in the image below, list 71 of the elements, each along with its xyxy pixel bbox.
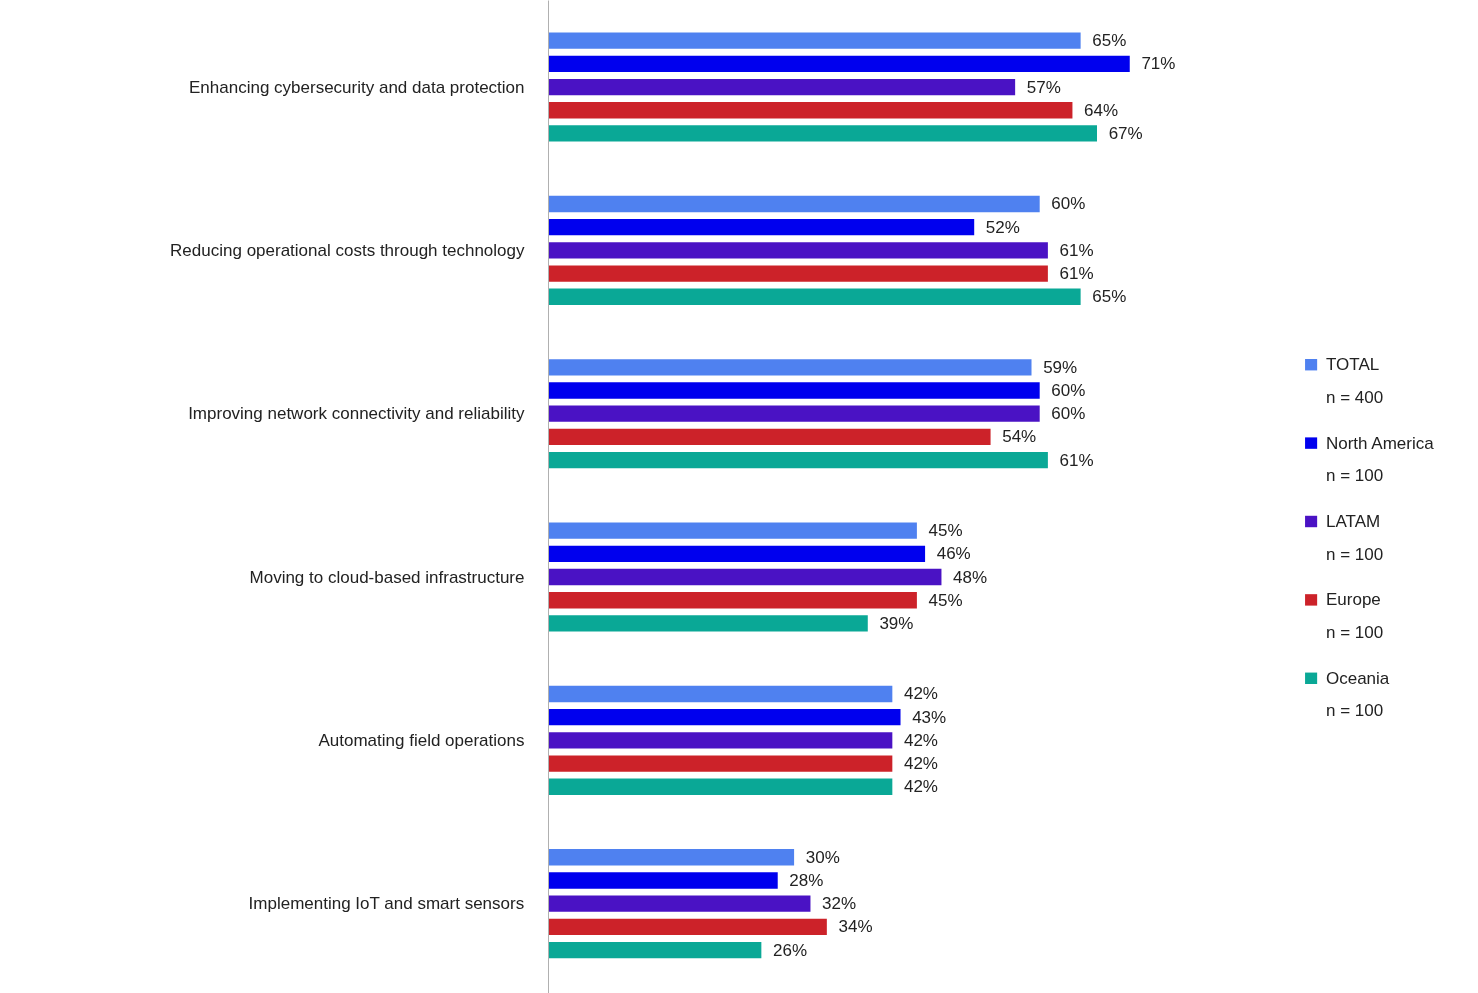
data-label: 61% [1059, 264, 1094, 284]
legend-label: Oceania n = 100 [1325, 668, 1390, 721]
data-label: 34% [838, 917, 873, 937]
data-label: 30% [805, 847, 840, 867]
data-label: 54% [1002, 427, 1037, 447]
data-label: 57% [1026, 77, 1061, 97]
data-label: 42% [903, 777, 938, 797]
data-label: 32% [822, 894, 857, 914]
data-label: 42% [903, 730, 938, 750]
bar [548, 592, 917, 609]
data-label: 61% [1059, 240, 1094, 260]
bar [548, 78, 1016, 96]
data-label: 43% [912, 707, 947, 727]
bar [548, 195, 1040, 213]
data-label: 26% [772, 940, 808, 960]
data-label: 42% [903, 684, 938, 704]
bar [548, 451, 1048, 469]
bar [548, 849, 795, 866]
bar [548, 219, 975, 236]
legend-label: TOTAL n = 400 [1325, 355, 1384, 407]
bar [548, 405, 1040, 422]
data-label: 61% [1059, 450, 1094, 470]
bar [548, 102, 1073, 119]
legend-label: Europe n = 100 [1325, 590, 1384, 643]
data-label: 39% [879, 613, 914, 633]
bar [548, 895, 811, 912]
legend-label: North America n = 100 [1325, 433, 1435, 486]
y-tick-label: Implementing IoT and smart sensors [248, 894, 525, 914]
bar [548, 685, 893, 703]
bar [548, 242, 1048, 259]
bar [548, 125, 1097, 142]
bar [548, 265, 1048, 282]
data-label: 42% [903, 754, 938, 774]
data-label: 45% [928, 521, 963, 541]
bar [548, 615, 868, 632]
y-tick-label: Improving network connectivity and reliability [188, 404, 525, 424]
data-label: 52% [985, 217, 1020, 237]
y-tick-label: Moving to cloud-based infrastructure [249, 567, 525, 587]
legend-label: LATAM n = 100 [1325, 512, 1384, 564]
data-label: 46% [936, 544, 971, 564]
bar [548, 288, 1081, 305]
bar [548, 708, 901, 726]
data-label: 45% [928, 590, 963, 610]
data-label: 64% [1084, 100, 1119, 120]
bar [548, 522, 917, 539]
data-label: 60% [1051, 404, 1086, 424]
bar [548, 428, 991, 446]
data-label: 65% [1092, 31, 1127, 51]
bar [548, 755, 893, 772]
bar [548, 778, 893, 795]
bar [548, 918, 827, 936]
bar [548, 55, 1130, 73]
data-label: 60% [1051, 381, 1086, 401]
bar [548, 382, 1040, 399]
bar [548, 872, 778, 889]
bar [548, 568, 942, 586]
bar [548, 545, 926, 562]
data-label: 65% [1092, 287, 1127, 307]
data-label: 60% [1051, 194, 1086, 214]
data-label: 71% [1141, 54, 1176, 74]
data-label: 67% [1108, 123, 1143, 143]
data-label: 28% [789, 870, 824, 890]
data-label: 48% [953, 567, 988, 587]
bar [548, 941, 762, 959]
y-tick-label: Automating field operations [318, 730, 525, 750]
y-tick-label: Enhancing cybersecurity and data protection [189, 77, 525, 97]
bar [548, 32, 1081, 49]
data-label: 59% [1043, 357, 1078, 377]
bar [548, 359, 1032, 376]
y-tick-label: Reducing operational costs through technology [170, 240, 525, 260]
bar [548, 732, 893, 749]
